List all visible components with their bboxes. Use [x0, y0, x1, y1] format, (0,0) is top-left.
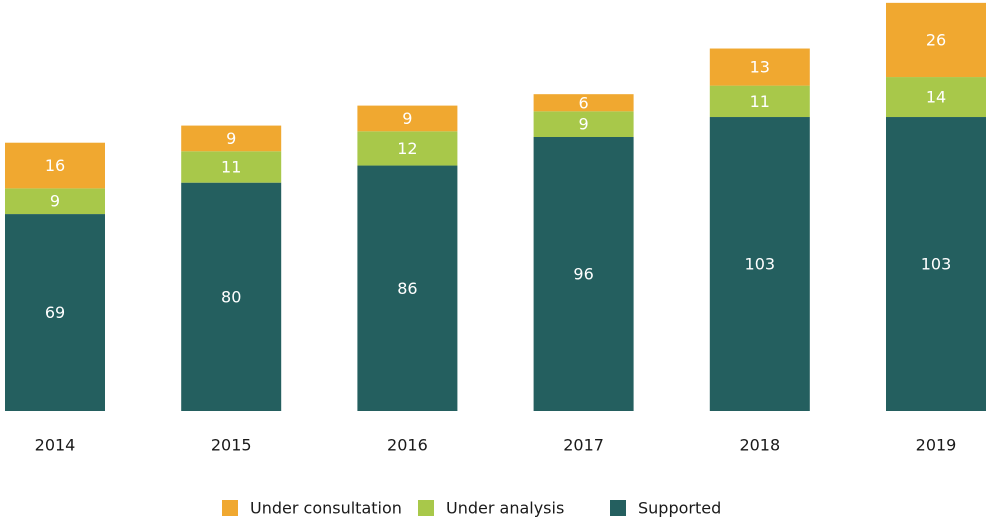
data-label: 9: [579, 115, 589, 134]
data-label: 96: [573, 265, 593, 284]
data-label: 11: [221, 157, 241, 176]
legend-label: Supported: [638, 499, 721, 518]
data-label: 80: [221, 287, 241, 306]
data-label: 26: [926, 30, 946, 49]
data-label: 16: [45, 156, 65, 175]
bar-segment: [533, 111, 634, 137]
legend-label: Under consultation: [250, 499, 402, 518]
data-label: 69: [45, 303, 65, 322]
data-label: 9: [50, 192, 60, 211]
x-tick-label: 2016: [387, 436, 428, 455]
data-label: 9: [226, 129, 236, 148]
bar-segment: [181, 151, 282, 183]
data-label: 12: [397, 139, 417, 158]
bar-segment: [709, 85, 810, 118]
bar-segment: [886, 117, 986, 411]
legend-swatch: [610, 500, 626, 516]
bar-segment: [533, 94, 634, 112]
bar-segment: [357, 131, 458, 166]
data-label: 11: [750, 92, 770, 111]
data-label: 14: [926, 88, 946, 107]
legend-label: Under analysis: [446, 499, 564, 518]
x-tick-label: 2019: [916, 436, 957, 455]
bar-segment: [709, 117, 810, 411]
data-label: 103: [921, 255, 952, 274]
data-label: 103: [745, 255, 776, 274]
bar-segment: [5, 188, 105, 215]
bar-segment: [357, 105, 458, 132]
bar-segment: [5, 142, 105, 189]
bar-segment: [357, 165, 458, 411]
bar-segment: [886, 77, 986, 118]
data-label: 13: [750, 58, 770, 77]
x-tick-label: 2014: [35, 436, 76, 455]
bar-segment: [886, 2, 986, 78]
x-tick-label: 2015: [211, 436, 252, 455]
bar-segment: [181, 182, 282, 411]
bar-segment: [709, 48, 810, 86]
data-label: 86: [397, 279, 417, 298]
bar-segment: [533, 137, 634, 411]
legend-swatch: [418, 500, 434, 516]
bar-segment: [5, 214, 105, 411]
legend-swatch: [222, 500, 238, 516]
bar-segment: [181, 125, 282, 152]
data-label: 9: [402, 109, 412, 128]
x-tick-label: 2018: [739, 436, 780, 455]
x-tick-label: 2017: [563, 436, 604, 455]
data-label: 6: [579, 93, 589, 112]
